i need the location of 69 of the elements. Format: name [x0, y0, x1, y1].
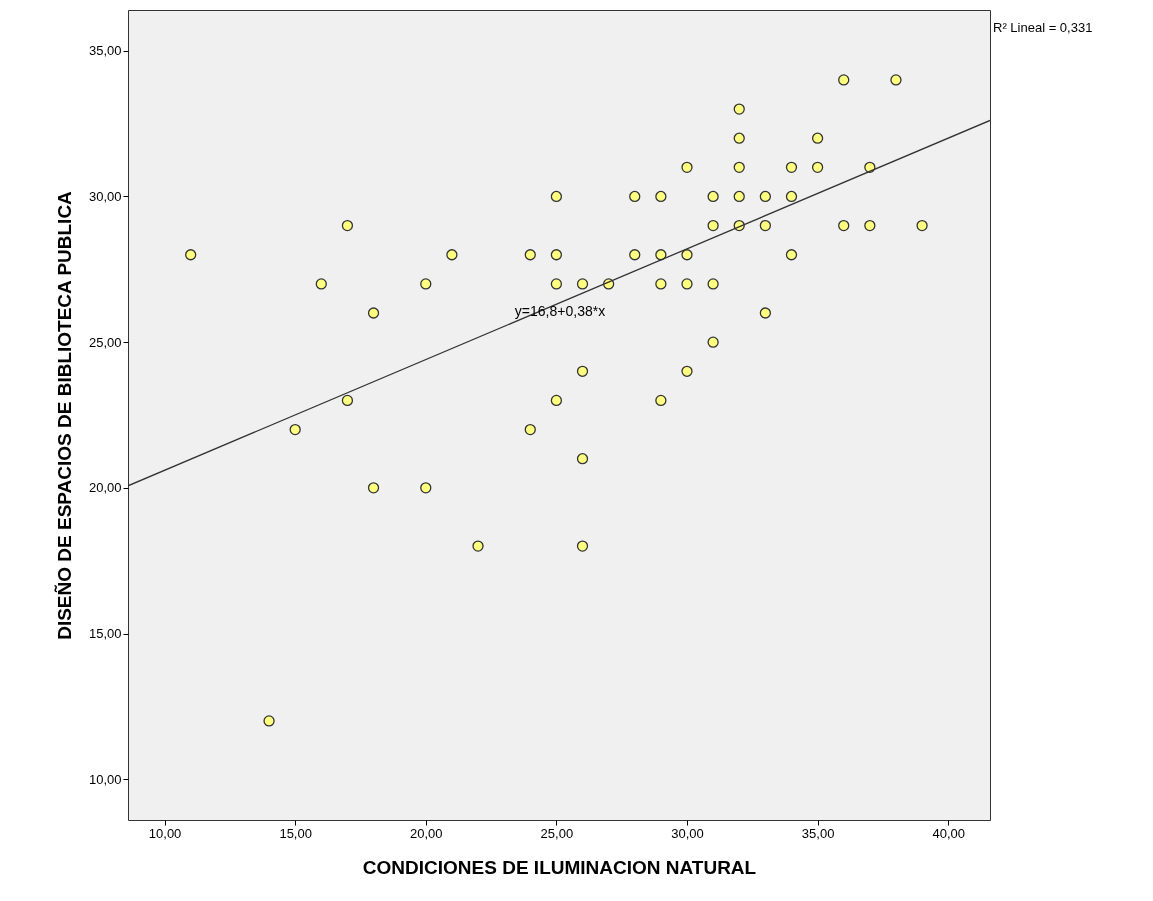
- y-tick-label: 15,00: [88, 626, 122, 642]
- point: [315, 278, 327, 290]
- point: [185, 249, 197, 261]
- point: [707, 190, 719, 203]
- point: [811, 132, 824, 144]
- point: [550, 278, 563, 290]
- point: [550, 394, 563, 407]
- point: [263, 715, 275, 727]
- point: [785, 190, 798, 203]
- x-tick-label: 30,00: [671, 825, 704, 841]
- point: [681, 161, 693, 173]
- point: [681, 365, 693, 377]
- y-tick-label: 10,00: [88, 771, 122, 787]
- point: [707, 278, 719, 290]
- x-tick-label: 20,00: [410, 825, 443, 841]
- point: [733, 161, 745, 173]
- point: [576, 365, 589, 377]
- point: [838, 219, 850, 232]
- point: [707, 336, 719, 348]
- y-axis-title: DISEÑO DE ESPACIOS DE BIBLIOTECA PUBLICA: [53, 190, 75, 640]
- point: [576, 278, 589, 290]
- point: [864, 219, 876, 232]
- point: [811, 161, 824, 173]
- point: [707, 219, 719, 232]
- point: [759, 219, 772, 232]
- point: [629, 190, 641, 203]
- point: [681, 278, 693, 290]
- point: [681, 249, 693, 261]
- point: [341, 219, 354, 232]
- point: [420, 482, 432, 494]
- point: [733, 132, 745, 144]
- point: [655, 190, 667, 203]
- point: [289, 423, 301, 436]
- point: [733, 103, 745, 115]
- y-tick-label: 30,00: [88, 188, 122, 204]
- point: [550, 249, 563, 261]
- x-tick-label: 15,00: [279, 825, 312, 841]
- point: [576, 540, 589, 552]
- point: [733, 190, 745, 203]
- point: [367, 482, 380, 494]
- point: [341, 394, 354, 407]
- point: [524, 423, 536, 436]
- point: [916, 219, 928, 232]
- y-tick-label: 25,00: [88, 334, 122, 350]
- x-tick-label: 35,00: [801, 825, 835, 841]
- point: [367, 307, 380, 319]
- x-tick-label: 10,00: [148, 825, 182, 841]
- text: R² Lineal = 0,331: [993, 20, 1093, 35]
- point: [890, 74, 902, 86]
- point: [785, 249, 798, 261]
- x-tick-label: 40,00: [932, 825, 965, 841]
- point: [550, 190, 563, 203]
- point: [420, 278, 432, 290]
- point: [655, 249, 667, 261]
- point: [655, 394, 667, 407]
- point: [472, 540, 484, 552]
- point: [524, 249, 536, 261]
- point: [759, 307, 772, 319]
- point: [655, 278, 667, 290]
- point: [629, 249, 641, 261]
- x-axis-title: CONDICIONES DE ILUMINACION NATURAL: [362, 856, 757, 878]
- y-tick-label: 20,00: [88, 480, 122, 496]
- point: [785, 161, 798, 173]
- point: [446, 249, 458, 261]
- y-tick-label: 35,00: [88, 43, 122, 59]
- point: [759, 190, 772, 203]
- point: [838, 74, 850, 86]
- x-tick-label: 25,00: [540, 825, 574, 841]
- point: [576, 453, 589, 465]
